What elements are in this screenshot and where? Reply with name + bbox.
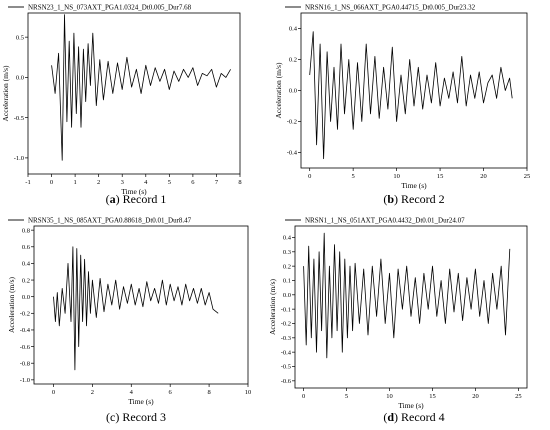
panel-caption: (b) Record 2	[383, 192, 444, 206]
x-tick-label: 2	[91, 389, 94, 396]
legend-label: NRSN23_1_NS_073AXT_PGA1.0324_Dt0.005_Dur…	[28, 3, 192, 11]
chart-panel-2: 0 5 10 15 20 25 -0.4 -0.2 0.0 0.2 0.4 Time (s) Accel…	[274, 3, 530, 206]
x-axis-label: Time (s)	[398, 401, 424, 410]
y-tick-label: 0.4	[289, 26, 298, 33]
y-axis-label: Acceleration (m/s)	[7, 276, 16, 333]
x-tick-label: 25	[515, 393, 522, 400]
y-tick-label: -0.4	[287, 150, 298, 157]
x-axis-label: Time (s)	[128, 397, 154, 406]
x-axis-label: Time (s)	[401, 181, 427, 190]
x-tick-label: 5	[168, 179, 171, 186]
x-tick-label: 25	[524, 173, 531, 180]
x-tick-label: 10	[393, 173, 400, 180]
plot-frame	[33, 225, 249, 385]
y-tick-label: -0.5	[14, 115, 24, 122]
plot-frame	[300, 12, 528, 169]
x-tick-label: 0	[52, 389, 55, 396]
panel-caption: (a) Record 1	[106, 192, 167, 206]
x-tick-label: 4	[144, 179, 148, 186]
y-tick-label: 0.1	[283, 278, 291, 285]
y-tick-label: -0.4	[20, 327, 31, 334]
y-tick-label: -0.5	[281, 364, 291, 371]
x-tick-label: -1	[25, 179, 30, 186]
x-tick-label: 2	[97, 179, 100, 186]
y-tick-label: -0.6	[281, 378, 292, 385]
y-axis-label: Acceleration (m/s)	[274, 62, 283, 119]
x-tick-label: 0	[302, 393, 305, 400]
x-tick-label: 8	[207, 389, 210, 396]
series-line	[51, 14, 231, 161]
x-axis-label: Time (s)	[121, 187, 147, 196]
x-tick-label: 10	[245, 389, 252, 396]
legend-label: NRSN16_1_NS_066AXT_PGA0.44715_Dt0.005_Du…	[305, 3, 476, 11]
y-tick-label: -0.2	[287, 119, 297, 126]
legend-label: NRSN1_1_NS_051AXT_PGA0.4432_Dt0.01_Dur24…	[305, 216, 465, 224]
chart-panel-4: 0 5 10 15 20 25 -0.6 -0.5 -0.4 -0.3 -0.2 -0.1 0.0 0.1…	[268, 216, 528, 424]
panel-caption: (c) Record 3	[106, 410, 166, 424]
y-tick-label: 0.0	[22, 294, 30, 301]
y-tick-label: 0.0	[16, 75, 24, 82]
legend-label: NRSN35_1_NS_085AXT_PGA0.88618_Dt0.01_Dur…	[28, 216, 192, 224]
y-tick-label: -1.0	[14, 155, 24, 162]
series-line	[303, 232, 511, 359]
y-tick-label: -0.3	[281, 335, 291, 342]
y-tick-label: -0.2	[20, 311, 30, 318]
x-tick-label: 15	[437, 173, 444, 180]
chart-panel-3: 0 2 4 6 8 10 -1.0 -0.8 -0.6 -0.4 -0.2 0.0 0.2 0.4 0.6 0…	[7, 216, 251, 424]
y-axis-label: Acceleration (m/s)	[1, 65, 10, 122]
x-tick-label: 0	[50, 179, 53, 186]
x-tick-label: 5	[352, 173, 355, 180]
x-tick-label: 5	[345, 393, 348, 400]
y-tick-label: 0.6	[22, 244, 31, 251]
y-tick-label: 0.8	[22, 227, 30, 234]
chart-panel-1: -1 0 1 2 3 4 5 6 7 8 -1.0 -0.5 0.0 0.5 Time (s) Acceler…	[1, 3, 242, 206]
y-tick-label: -0.4	[281, 349, 292, 356]
series-line	[53, 246, 219, 371]
y-tick-label: -0.8	[20, 360, 30, 367]
panel-caption: (d) Record 4	[383, 410, 444, 424]
y-tick-label: 0.4	[283, 235, 292, 242]
y-tick-label: 0.2	[289, 57, 297, 64]
plot-frame	[294, 225, 528, 389]
x-tick-label: 6	[191, 179, 195, 186]
x-tick-label: 6	[169, 389, 173, 396]
y-tick-label: -0.2	[281, 321, 291, 328]
x-tick-label: 20	[480, 173, 487, 180]
x-tick-label: 3	[121, 179, 124, 186]
y-tick-label: 0.3	[283, 249, 291, 256]
y-tick-label: 0.0	[289, 88, 297, 95]
y-tick-label: -0.1	[281, 306, 291, 313]
x-tick-label: 20	[472, 393, 479, 400]
x-tick-label: 0	[308, 173, 311, 180]
y-tick-label: 0.2	[283, 263, 291, 270]
plot-frame	[27, 12, 241, 175]
x-tick-label: 15	[429, 393, 436, 400]
x-tick-label: 7	[215, 179, 219, 186]
y-tick-label: 0.5	[16, 34, 24, 41]
x-tick-label: 4	[130, 389, 134, 396]
y-tick-label: -1.0	[20, 377, 30, 384]
y-tick-label: 0.0	[283, 292, 291, 299]
x-tick-label: 8	[238, 179, 241, 186]
x-tick-label: 1	[73, 179, 76, 186]
y-axis-label: Acceleration (m/s)	[268, 278, 277, 335]
y-tick-label: 0.4	[22, 261, 31, 268]
y-tick-label: 0.2	[22, 277, 30, 284]
series-line	[309, 31, 513, 160]
y-tick-label: -0.6	[20, 344, 31, 351]
x-tick-label: 10	[386, 393, 393, 400]
